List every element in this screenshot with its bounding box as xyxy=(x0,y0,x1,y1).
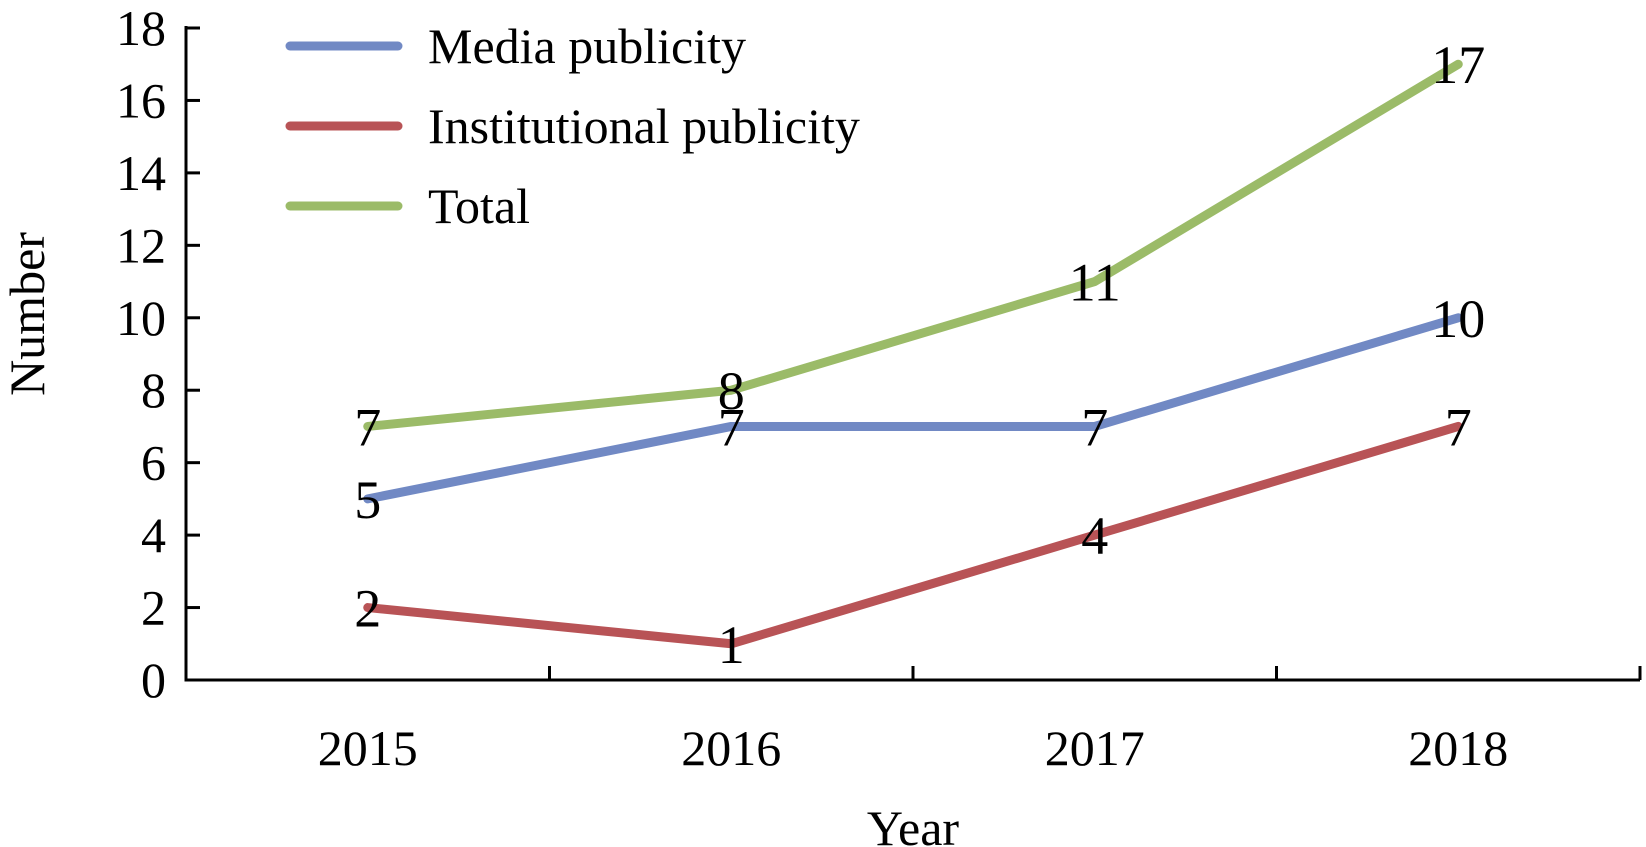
data-label: 4 xyxy=(1081,506,1108,566)
y-tick-label: 12 xyxy=(116,217,166,273)
data-label: 7 xyxy=(354,397,381,457)
data-label: 7 xyxy=(1445,397,1472,457)
y-tick-label: 18 xyxy=(116,0,166,56)
data-label: 8 xyxy=(718,361,745,421)
y-axis-ticks: 0 2 4 6 8 10 12 14 16 18 xyxy=(116,0,200,708)
x-tick-label: 2015 xyxy=(318,720,418,776)
legend-label: Total xyxy=(428,178,530,234)
data-label: 1 xyxy=(718,615,745,675)
x-tick-label: 2017 xyxy=(1045,720,1145,776)
data-label: 2 xyxy=(354,579,381,639)
data-label: 10 xyxy=(1431,289,1485,349)
legend-label: Institutional publicity xyxy=(428,98,860,154)
data-label: 5 xyxy=(354,470,381,530)
series-line-institutional-publicity xyxy=(363,421,1463,649)
data-label: 7 xyxy=(718,397,745,457)
y-tick-label: 6 xyxy=(141,435,166,491)
data-label: 17 xyxy=(1431,35,1485,95)
series-line-media-publicity xyxy=(363,313,1463,504)
legend: Media publicity Institutional publicity To… xyxy=(285,18,860,234)
y-tick-label: 4 xyxy=(141,507,166,563)
y-tick-label: 8 xyxy=(141,362,166,418)
axes xyxy=(184,26,1640,682)
y-tick-label: 16 xyxy=(116,72,166,128)
x-tick-label: 2016 xyxy=(681,720,781,776)
x-axis-title: Year xyxy=(867,800,959,847)
x-tick-label: 2018 xyxy=(1408,720,1508,776)
y-axis-title: Number xyxy=(0,232,55,396)
x-axis-ticks: 2015 2016 2017 2018 xyxy=(318,666,1642,776)
series-lines xyxy=(363,59,1463,649)
data-label: 7 xyxy=(1081,397,1108,457)
y-tick-label: 10 xyxy=(116,290,166,346)
y-tick-label: 14 xyxy=(116,145,166,201)
legend-label: Media publicity xyxy=(428,18,746,74)
data-label: 11 xyxy=(1069,253,1121,313)
y-tick-label: 0 xyxy=(141,652,166,708)
series-line-total xyxy=(363,59,1463,431)
y-tick-label: 2 xyxy=(141,580,166,636)
